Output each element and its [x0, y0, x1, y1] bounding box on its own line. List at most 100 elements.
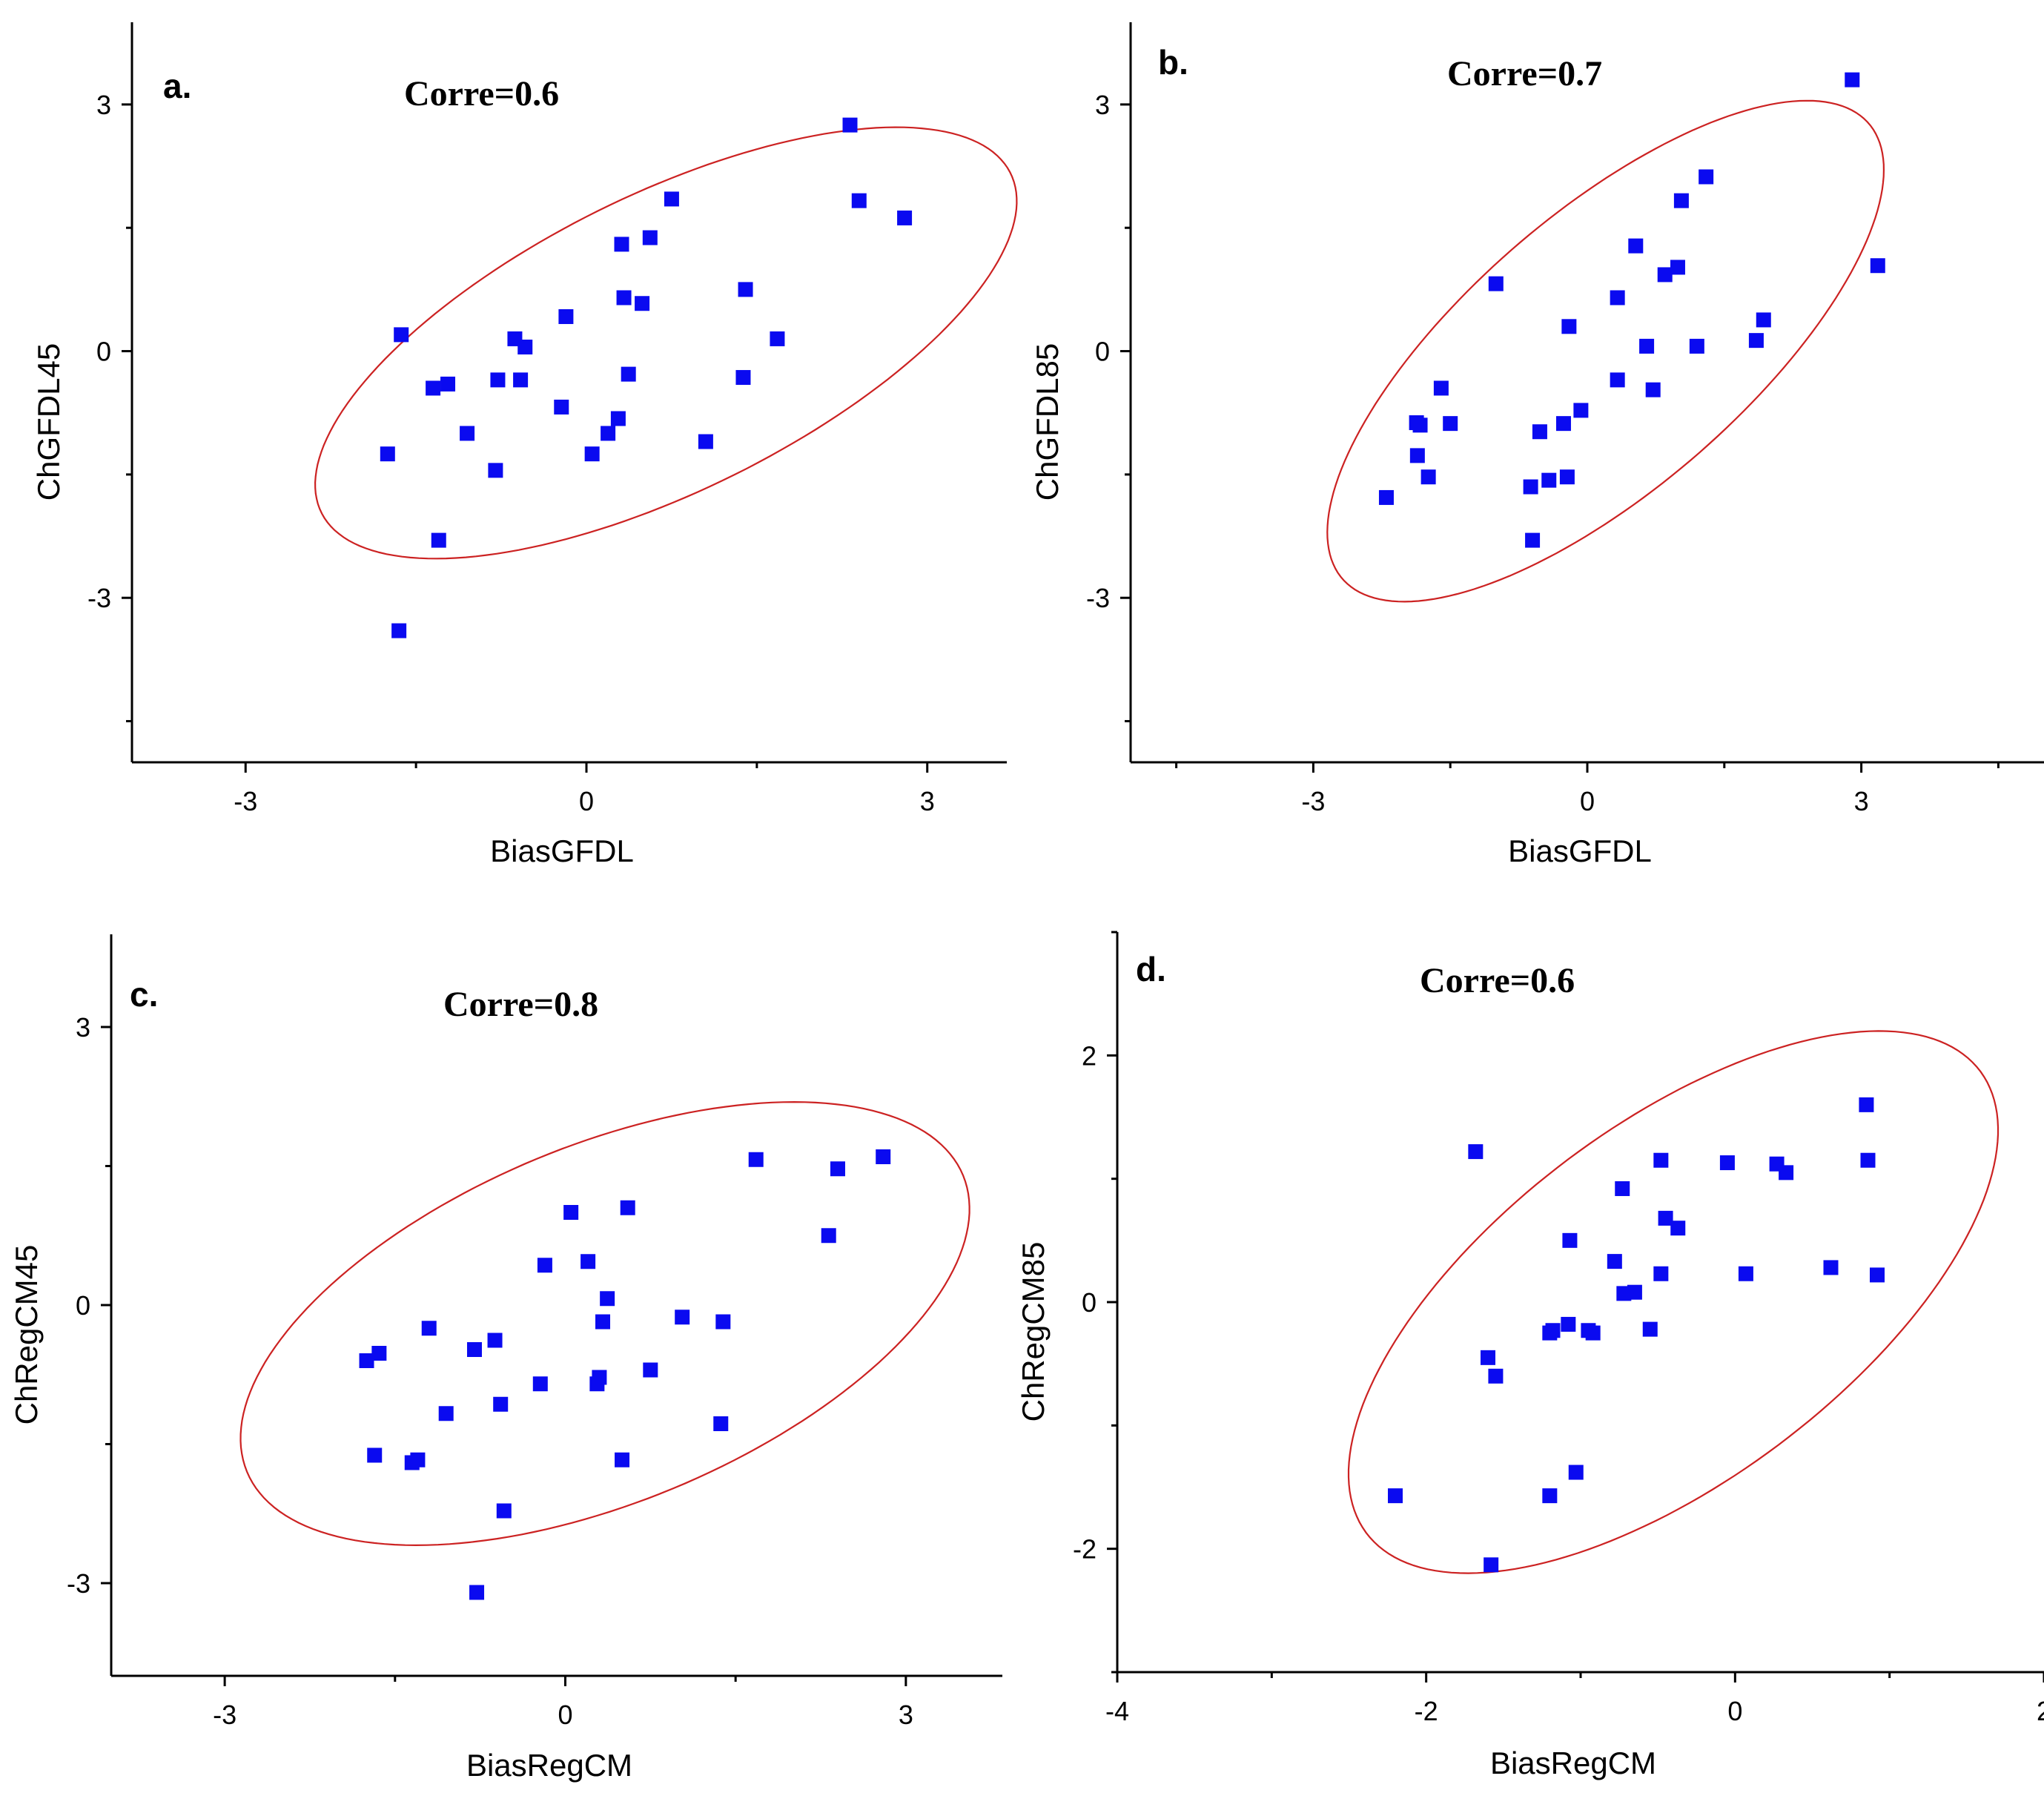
data-point	[469, 1585, 485, 1600]
data-point	[851, 193, 867, 208]
data-point	[635, 296, 650, 311]
data-point	[487, 1333, 503, 1348]
data-point	[1653, 1152, 1669, 1168]
data-point	[1823, 1260, 1839, 1275]
confidence-ellipse	[1326, 99, 1885, 603]
data-point	[601, 426, 616, 441]
data-point	[1481, 1350, 1495, 1365]
y-axis-title: ChGFDL85	[1030, 343, 1065, 501]
data-point	[380, 446, 395, 462]
data-point	[1859, 1097, 1874, 1112]
data-point	[713, 1416, 729, 1431]
x-axis-title: BiasRegCM	[1490, 1746, 1656, 1780]
data-point	[897, 210, 913, 225]
y-tick-label: -2	[1073, 1534, 1097, 1565]
data-point	[1532, 424, 1547, 440]
data-point	[1670, 260, 1685, 275]
data-point	[610, 411, 626, 426]
data-point	[715, 1314, 731, 1330]
y-tick-label: 3	[96, 90, 111, 120]
data-point	[581, 1254, 596, 1269]
data-point	[1443, 416, 1458, 432]
y-tick-label: 0	[76, 1290, 90, 1321]
confidence-ellipse	[239, 1100, 970, 1547]
x-tick-label: -3	[1301, 786, 1325, 816]
data-point	[460, 426, 475, 441]
data-point	[554, 399, 569, 415]
x-tick-label: 0	[1727, 1696, 1742, 1726]
data-point	[1542, 1488, 1558, 1504]
data-point	[558, 308, 574, 324]
panel-label: c.	[130, 975, 158, 1014]
data-point	[1573, 403, 1589, 418]
data-point	[1409, 448, 1425, 463]
data-point	[1719, 1155, 1735, 1171]
data-point	[616, 290, 632, 306]
data-point	[1870, 1267, 1885, 1283]
x-tick-label: 0	[558, 1700, 572, 1730]
data-point	[1628, 238, 1644, 254]
data-point	[1645, 382, 1661, 397]
data-point	[517, 340, 533, 355]
data-point	[490, 372, 506, 388]
data-point	[584, 446, 600, 462]
data-point	[1562, 1232, 1578, 1248]
data-point	[1615, 1181, 1630, 1196]
data-point	[1653, 1266, 1669, 1281]
y-tick-label: -3	[87, 583, 111, 613]
data-point	[421, 1321, 437, 1336]
data-point	[1670, 1221, 1686, 1236]
data-point	[466, 1342, 482, 1357]
x-tick-label: -4	[1105, 1696, 1129, 1726]
data-point	[600, 1291, 615, 1307]
data-point	[1412, 417, 1428, 433]
data-point	[1559, 469, 1575, 485]
data-point	[1568, 1465, 1584, 1480]
x-axis-title: BiasGFDL	[1508, 833, 1652, 868]
data-point	[1748, 333, 1764, 349]
panel-d: -4 -2 0 2 2 0 -2 BiasRegCM ChRegCM85 d. Corre=0.6	[1016, 931, 2044, 1780]
confidence-ellipse	[314, 126, 1018, 560]
data-point	[431, 532, 446, 548]
correlation-annotation: Corre=0.6	[404, 74, 559, 113]
data-point	[394, 327, 409, 343]
x-tick-label: 3	[920, 786, 935, 816]
y-tick-label: 3	[76, 1012, 90, 1043]
data-point	[488, 463, 503, 478]
data-point	[426, 380, 441, 396]
y-tick-label: -3	[67, 1568, 90, 1599]
x-tick-label: 2	[2037, 1696, 2044, 1726]
data-point	[664, 191, 679, 207]
data-point	[391, 623, 407, 638]
data-point	[1673, 193, 1689, 208]
data-point	[876, 1149, 891, 1164]
data-point	[830, 1161, 845, 1177]
x-tick-label: -3	[213, 1700, 237, 1730]
panel-label: a.	[163, 67, 191, 105]
data-point	[1388, 1488, 1403, 1504]
data-point	[1488, 276, 1504, 291]
data-point	[614, 237, 629, 252]
data-point	[1699, 169, 1714, 185]
data-point	[367, 1447, 383, 1463]
y-tick-label: 2	[1082, 1040, 1097, 1071]
data-point	[643, 1362, 658, 1378]
data-point	[1779, 1165, 1794, 1181]
confidence-ellipse	[1347, 1030, 2000, 1574]
y-tick-label: 0	[96, 337, 111, 367]
correlation-annotation: Corre=0.6	[1420, 961, 1575, 1000]
panel-label: b.	[1158, 43, 1188, 82]
x-axis-title: BiasRegCM	[466, 1748, 632, 1783]
y-tick-label: 3	[1095, 90, 1110, 120]
data-point	[1610, 290, 1625, 306]
data-point	[621, 366, 636, 382]
data-point	[1561, 1316, 1576, 1332]
data-point	[1658, 1210, 1673, 1226]
data-point	[1523, 479, 1538, 495]
x-tick-label: -3	[234, 786, 257, 816]
data-point	[821, 1228, 836, 1244]
data-point	[438, 1406, 454, 1421]
data-point	[496, 1503, 512, 1519]
data-point	[1484, 1557, 1499, 1573]
